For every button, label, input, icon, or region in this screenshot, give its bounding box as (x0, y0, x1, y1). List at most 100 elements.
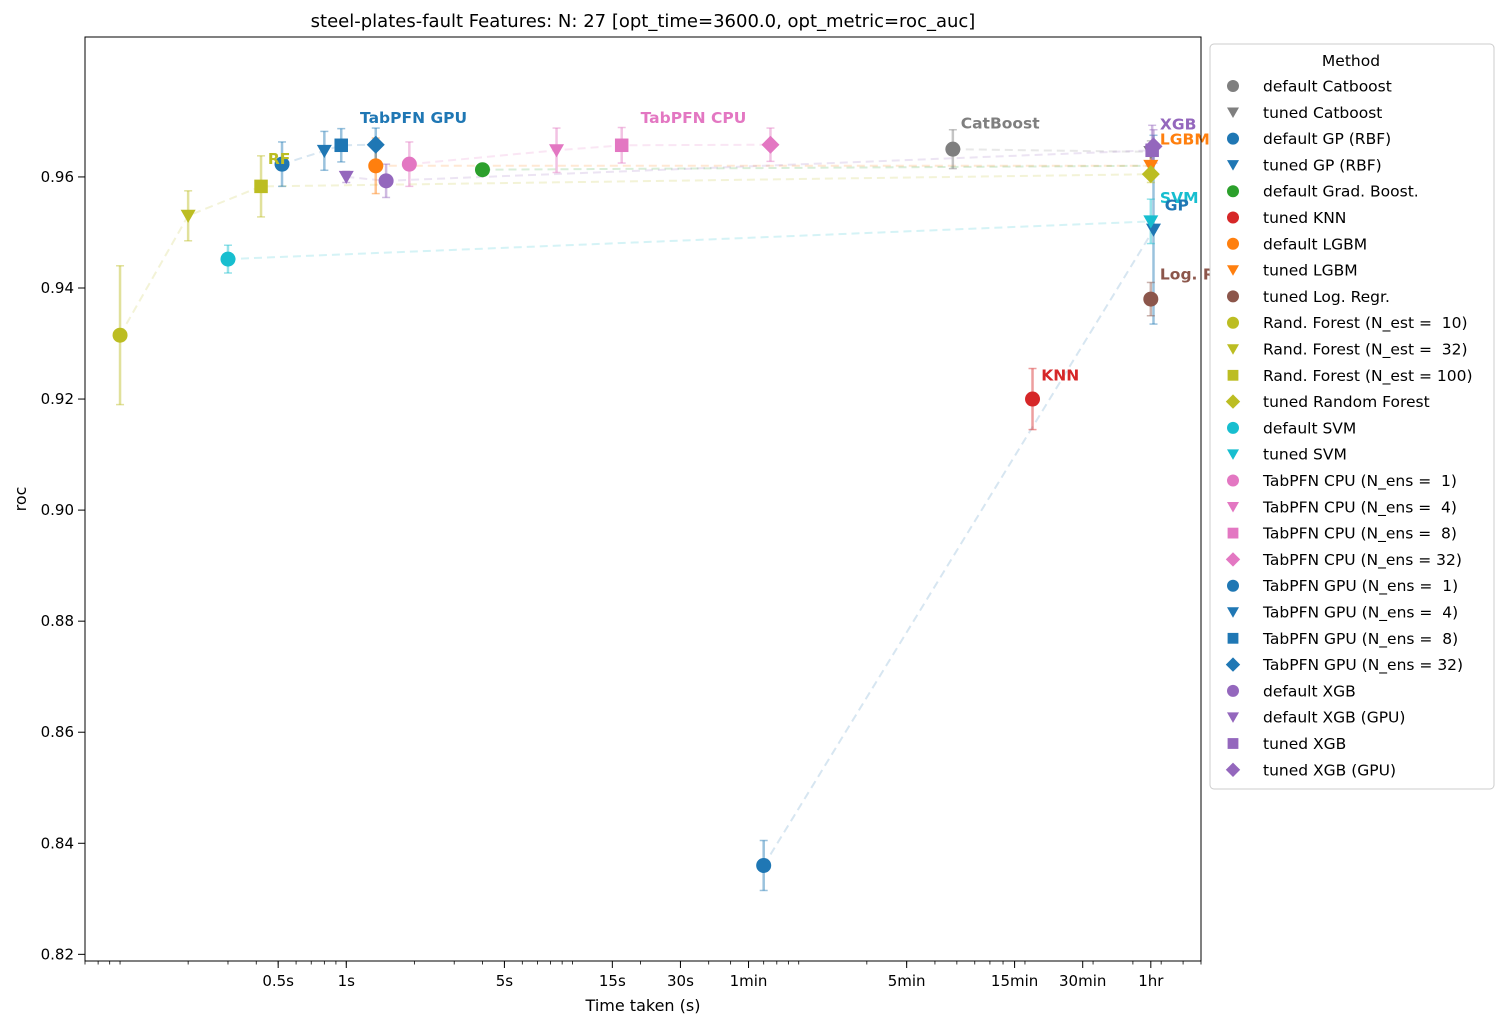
point-default-xgb-gpu (338, 170, 354, 185)
point-rand-forest-n-est-32 (180, 209, 196, 223)
legend-marker-tabpfn-cpu-n-ens-32 (1225, 552, 1241, 567)
annotation-tabpfn-cpu: TabPFN CPU (641, 109, 747, 127)
legend-marker-tuned-lgbm (1227, 265, 1239, 276)
legend-label-tabpfn-gpu-n-ens-8: TabPFN GPU (N_ens = 8) (1262, 630, 1458, 649)
legend-marker-tuned-random-forest (1225, 394, 1241, 409)
legend-label-default-grad-boost: default Grad. Boost. (1263, 183, 1419, 201)
connector-6 (281, 143, 376, 166)
connector-4 (119, 173, 1151, 336)
axis-ticks: 0.5s 1s 5s 15s 30s 1min 5min 15min 30min 1hr 0.82 0… (41, 168, 1202, 990)
legend-label-default-gp-rbf: default GP (RBF) (1263, 130, 1391, 148)
y-tick-label-0-84: 0.84 (41, 834, 74, 852)
legend-label-tabpfn-gpu-n-ens-4: TabPFN GPU (N_ens = 4) (1262, 604, 1458, 623)
legend-marker-default-xgb-gpu (1227, 712, 1239, 723)
y-tick-label-0-88: 0.88 (41, 612, 74, 630)
x-tick-label-0-5s: 0.5s (262, 972, 294, 990)
point-default-xgb (378, 173, 394, 189)
legend-label-tuned-svm: tuned SVM (1263, 446, 1347, 464)
point-default-lgbm (368, 158, 384, 174)
x-tick-label-30min: 30min (1059, 972, 1106, 990)
connector-8 (482, 164, 1151, 171)
connector-0 (952, 148, 1151, 153)
x-axis-title: Time taken (s) (585, 996, 701, 1015)
legend-marker-rand-forest-n-est-32 (1227, 344, 1239, 355)
legend-label-tuned-log-regr: tuned Log. Regr. (1263, 288, 1390, 306)
legend-label-rand-forest-n-est-32: Rand. Forest (N_est = 32) (1263, 341, 1468, 360)
connector-5 (409, 143, 771, 166)
legend-label-default-svm: default SVM (1263, 419, 1356, 437)
legend-marker-default-gp-rbf (1227, 132, 1239, 145)
x-tick-label-15s: 15s (599, 972, 626, 990)
legend-label-rand-forest-n-est-100: Rand. Forest (N_est = 100) (1263, 367, 1473, 386)
legend-marker-tabpfn-cpu-n-ens-8 (1227, 527, 1239, 539)
legend-label-rand-forest-n-est-10: Rand. Forest (N_est = 10) (1263, 314, 1468, 333)
legend-marker-tabpfn-gpu-n-ens-32 (1225, 657, 1241, 672)
y-tick-label-0-92: 0.92 (41, 390, 74, 408)
point-default-gp-rbf (756, 857, 772, 873)
legend-label-tabpfn-cpu-n-ens-8: TabPFN CPU (N_ens = 8) (1262, 525, 1457, 544)
legend-marker-tabpfn-gpu-n-ens-4 (1227, 607, 1239, 618)
legend-marker-default-xgb (1227, 684, 1239, 697)
legend-frame (1209, 43, 1495, 790)
legend-marker-tuned-log-regr (1227, 290, 1239, 303)
annotation-lgbm: LGBM (1160, 131, 1210, 149)
legend-label-tuned-gp-rbf: tuned GP (RBF) (1263, 156, 1382, 174)
legend-label-tabpfn-cpu-n-ens-32: TabPFN CPU (N_ens = 32) (1262, 551, 1462, 570)
legend-marker-tuned-knn (1227, 211, 1239, 224)
y-tick-label-0-94: 0.94 (41, 279, 74, 297)
legend-marker-default-svm (1227, 421, 1239, 434)
legend-marker-default-grad-boost (1227, 185, 1239, 198)
point-tabpfn-cpu-n-ens-8 (614, 138, 629, 153)
legend-label-tabpfn-cpu-n-ens-1: TabPFN CPU (N_ens = 1) (1262, 472, 1457, 491)
point-tuned-random-forest (1141, 165, 1160, 184)
legend-label-default-xgb: default XGB (1263, 682, 1356, 700)
legend-marker-tuned-xgb (1227, 738, 1239, 749)
annotation-knn: KNN (1041, 367, 1079, 385)
legend-marker-tuned-svm (1227, 449, 1239, 460)
point-default-catboost (945, 141, 961, 157)
connector-3 (227, 220, 1151, 261)
point-rand-forest-n-est-100 (254, 179, 268, 194)
plot-frame (84, 36, 1202, 962)
point-rand-forest-n-est-10 (112, 327, 128, 343)
chart-title: steel-plates-fault Features: N: 27 [opt_… (311, 11, 976, 32)
legend-marker-rand-forest-n-est-10 (1227, 316, 1239, 329)
point-tabpfn-gpu-n-ens-8 (334, 138, 348, 153)
y-tick-label-0-82: 0.82 (41, 945, 74, 963)
legend-marker-tabpfn-gpu-n-ens-1 (1227, 579, 1239, 592)
point-tabpfn-gpu-n-ens-4 (316, 144, 332, 158)
point-tuned-knn (1025, 391, 1041, 407)
x-tick-label-5min: 5min (888, 972, 926, 990)
connector-7 (346, 146, 1155, 182)
legend-marker-tabpfn-gpu-n-ens-8 (1227, 632, 1239, 644)
legend-items: default Catboost tuned Catboost default GP… (1225, 78, 1473, 779)
legend-label-tabpfn-gpu-n-ens-32: TabPFN GPU (N_ens = 32) (1262, 656, 1463, 675)
legend-label-tuned-xgb-gpu: tuned XGB (GPU) (1263, 761, 1396, 779)
y-tick-label-0-96: 0.96 (41, 168, 74, 186)
legend-label-default-xgb-gpu: default XGB (GPU) (1263, 709, 1405, 727)
y-tick-label-0-86: 0.86 (41, 723, 74, 741)
connector-1 (762, 229, 1155, 867)
legend-label-default-lgbm: default LGBM (1263, 235, 1367, 253)
annotation-tabpfn-gpu: TabPFN GPU (360, 109, 467, 127)
y-tick-label-0-90: 0.90 (41, 501, 74, 519)
point-default-grad-boost (474, 162, 490, 178)
legend-label-tuned-catboost: tuned Catboost (1263, 104, 1382, 122)
x-tick-label-1s: 1s (338, 972, 356, 990)
x-tick-label-1hr: 1hr (1138, 972, 1164, 990)
legend-marker-default-catboost (1227, 80, 1239, 92)
legend-label-tabpfn-gpu-n-ens-1: TabPFN GPU (N_ens = 1) (1262, 577, 1458, 596)
annotation-catboost: CatBoost (961, 115, 1041, 133)
annotation-svm: SVM (1160, 189, 1199, 207)
point-tuned-log-regr (1143, 291, 1159, 307)
point-tuned-gp-rbf (1146, 223, 1162, 237)
legend-label-tuned-lgbm: tuned LGBM (1263, 262, 1358, 280)
data-markers (112, 135, 1163, 873)
legend-marker-tuned-catboost (1227, 107, 1239, 118)
point-tabpfn-cpu-n-ens-1 (401, 156, 417, 172)
legend-title: Method (1322, 52, 1380, 70)
legend-marker-tabpfn-cpu-n-ens-1 (1227, 474, 1239, 487)
